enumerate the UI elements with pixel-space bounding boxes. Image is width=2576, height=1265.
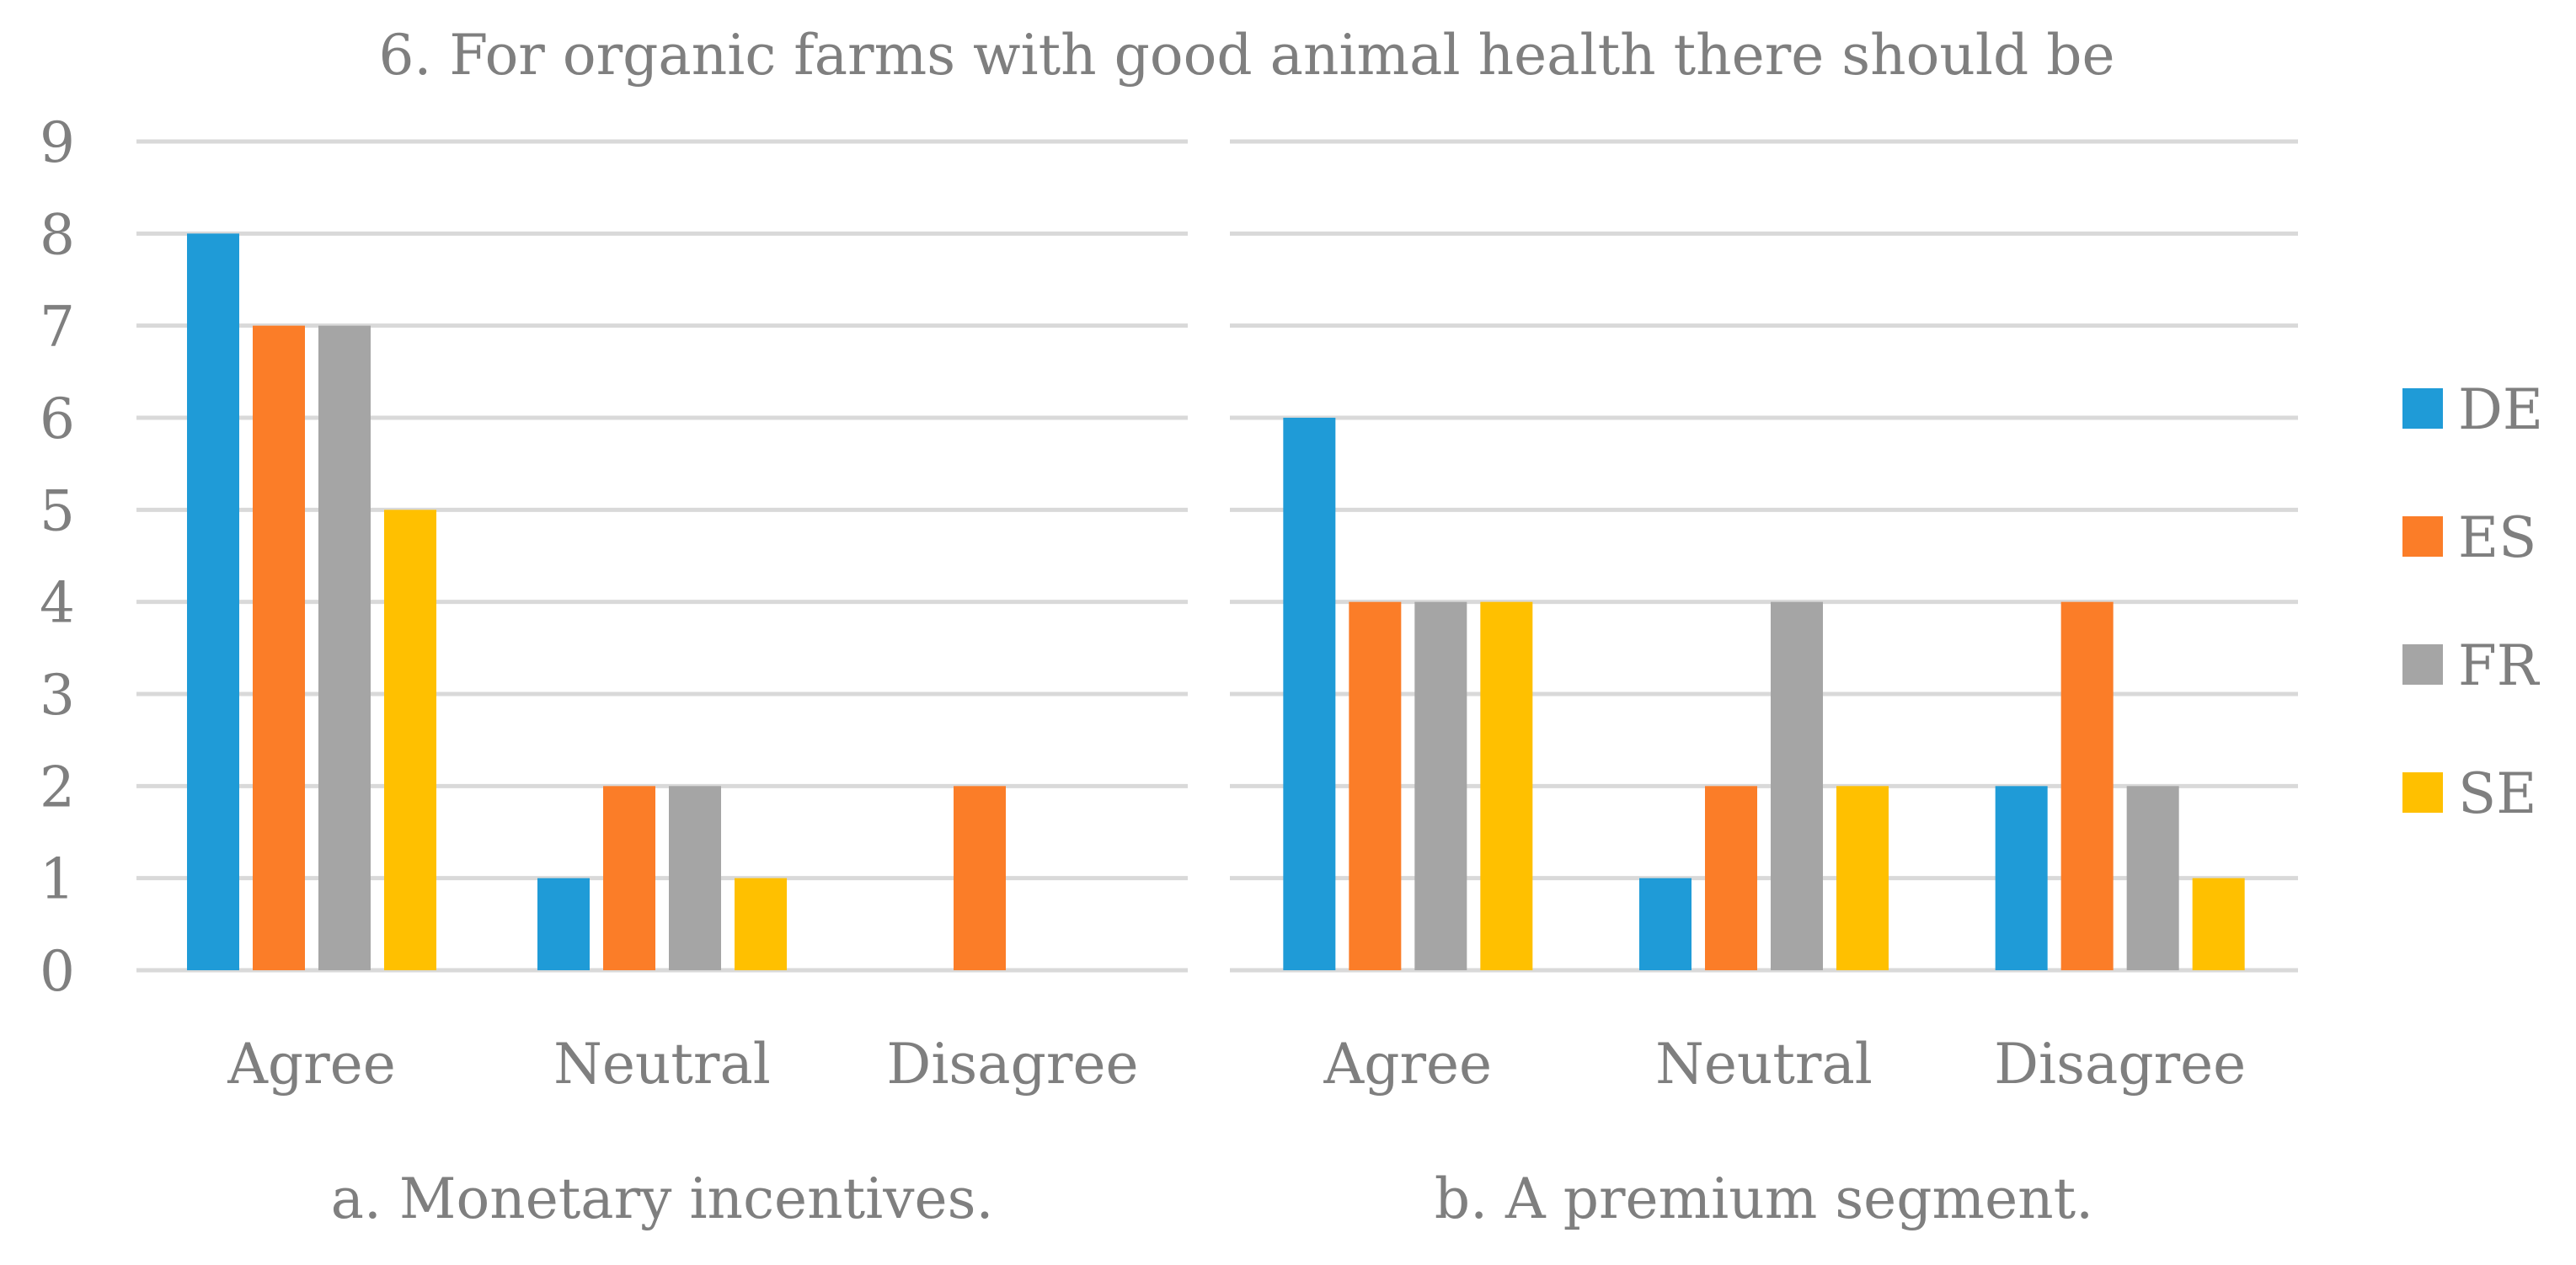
bar-es-disagree	[2060, 601, 2114, 970]
bar-se-disagree	[2192, 878, 2245, 970]
gridlines	[136, 139, 2298, 973]
bar-fr-neutral	[1771, 601, 1823, 970]
y-tick-label: 9	[40, 110, 75, 175]
bar-se-neutral	[735, 878, 787, 970]
bars	[187, 233, 2245, 971]
y-tick-label: 7	[40, 295, 75, 360]
legend-swatch-es	[2402, 516, 2443, 557]
bar-fr-disagree	[2126, 786, 2179, 970]
bar-de-neutral	[537, 878, 590, 970]
legend: DE ES FR SE	[2402, 377, 2543, 826]
y-tick-label: 5	[40, 478, 75, 543]
y-tick-label: 0	[40, 939, 75, 1004]
bar-fr-agree	[318, 325, 371, 971]
bar-se-neutral	[1836, 786, 1889, 970]
bar-es-disagree	[954, 786, 1006, 970]
bar-es-agree	[253, 325, 305, 971]
bar-es-neutral	[603, 786, 655, 970]
bar-de-agree	[187, 233, 239, 970]
panel-1	[187, 233, 1006, 971]
legend-label-es: ES	[2458, 505, 2536, 570]
panel-2	[1283, 418, 2245, 970]
bar-de-agree	[1283, 418, 1336, 970]
x-tick-label: Disagree	[886, 1032, 1138, 1097]
legend-swatch-fr	[2402, 644, 2443, 685]
chart-title: 6. For organic farms with good animal he…	[378, 23, 2114, 88]
x-axis: Agree Neutral Disagree a. Monetary incentiv…	[227, 1032, 2246, 1231]
legend-swatch-de	[2402, 388, 2443, 429]
y-tick-label: 1	[40, 847, 75, 912]
bar-de-disagree	[1995, 786, 2048, 970]
legend-label-fr: FR	[2458, 633, 2541, 698]
y-tick-label: 6	[40, 387, 75, 451]
x-tick-label: Neutral	[553, 1032, 771, 1097]
panel-xlabel: a. Monetary incentives.	[331, 1166, 994, 1231]
x-tick-label: Agree	[1323, 1032, 1493, 1097]
legend-label-se: SE	[2458, 761, 2536, 826]
x-tick-label: Agree	[227, 1032, 396, 1097]
bar-fr-neutral	[669, 786, 721, 970]
bar-fr-agree	[1414, 601, 1467, 970]
bar-se-agree	[384, 510, 436, 970]
y-tick-label: 8	[40, 202, 75, 267]
legend-swatch-se	[2402, 772, 2443, 813]
panel-xlabel: b. A premium segment.	[1435, 1166, 2093, 1231]
x-tick-label: Disagree	[1994, 1032, 2246, 1097]
y-axis: 0 1 2 3 4 5 6 7 8 9	[40, 110, 75, 1004]
y-tick-label: 3	[40, 663, 75, 728]
bar-es-neutral	[1705, 786, 1757, 970]
y-tick-label: 2	[40, 755, 75, 819]
bar-de-neutral	[1639, 878, 1692, 970]
bar-se-agree	[1480, 601, 1533, 970]
legend-label-de: DE	[2458, 377, 2543, 442]
y-tick-label: 4	[40, 571, 75, 636]
bar-es-agree	[1349, 601, 1402, 970]
x-tick-label: Neutral	[1655, 1032, 1873, 1097]
